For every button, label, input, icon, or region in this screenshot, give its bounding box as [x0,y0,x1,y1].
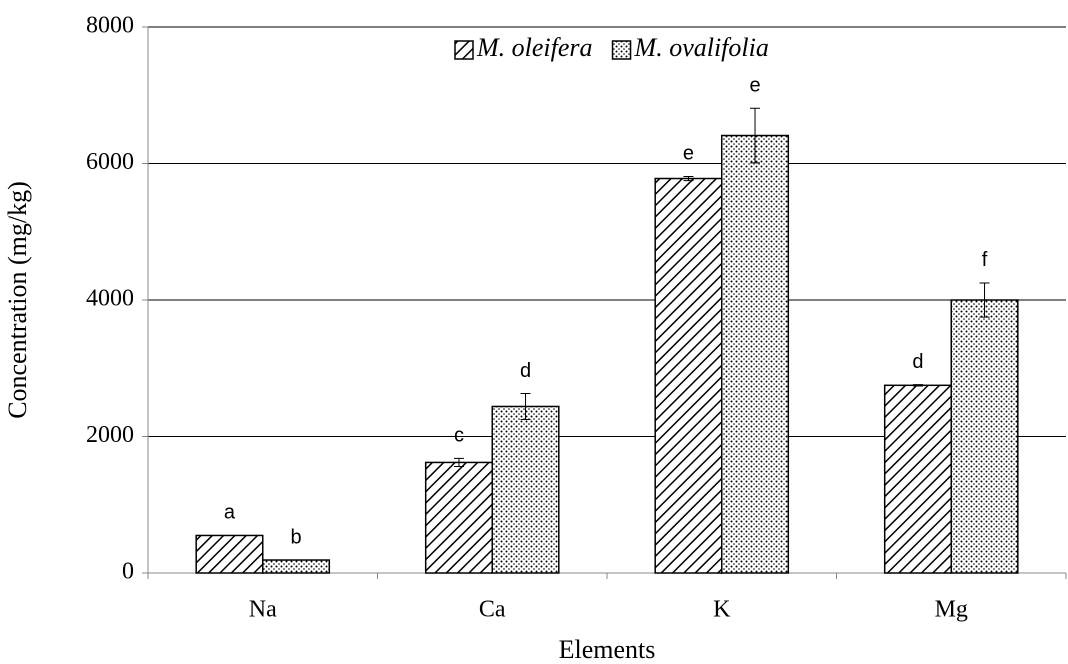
significance-letter: e [683,143,694,165]
bar [883,384,953,574]
y-tick-label: 6000 [86,149,134,175]
y-axis-label: Concentration (mg/kg) [3,181,32,419]
error-bar [453,457,464,468]
bar [491,405,560,574]
y-tick-label: 0 [122,559,134,585]
x-tick-label: Na [249,597,277,623]
x-axis-label: Elements [559,635,656,664]
significance-letter: e [749,74,760,96]
x-tick-label: Ca [479,597,506,623]
x-tick-label: Mg [935,597,968,623]
y-tick-label: 4000 [86,286,134,312]
significance-letter: c [454,425,464,447]
significance-letter: f [982,249,988,271]
bar [424,461,494,574]
legend-swatch [611,40,632,60]
bar [950,299,1019,574]
error-bar [683,175,694,182]
bar [721,134,790,574]
error-bar [912,384,923,387]
significance-letter: a [224,502,236,524]
bar [262,559,331,574]
bar [195,534,264,574]
error-bar [750,107,761,164]
error-bar [520,393,531,420]
y-tick-label: 8000 [86,13,134,39]
legend-swatch [454,40,474,60]
significance-letter: b [290,526,301,548]
significance-letter: d [912,351,923,373]
y-tick-label: 2000 [86,422,134,448]
bar [654,177,723,574]
x-tick-label: K [713,597,731,623]
significance-letter: d [520,360,531,382]
legend-label: M. oleifera [476,33,593,62]
error-bar [979,282,990,318]
legend-label: M. ovalifolia [634,33,769,62]
